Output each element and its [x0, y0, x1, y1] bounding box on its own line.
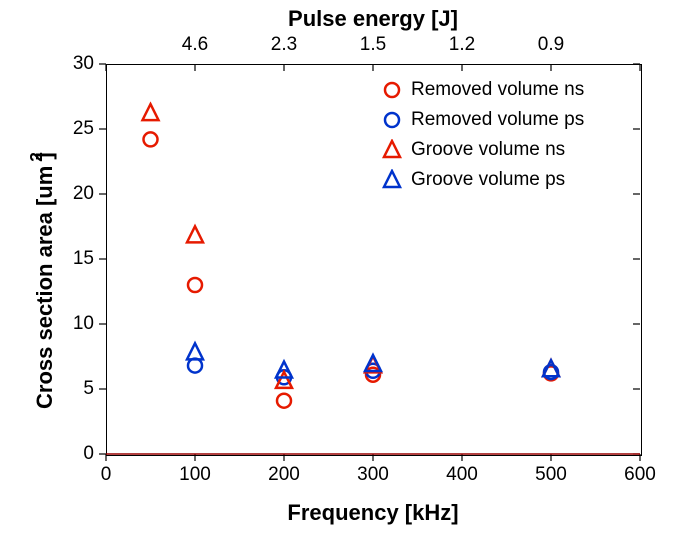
legend: Removed volume ns Removed volume ps Groove… — [375, 75, 584, 195]
y-axis-label: Cross section area [um ]2 — [32, 152, 58, 409]
circle-icon — [375, 79, 409, 101]
legend-item: Groove volume ns — [375, 135, 584, 165]
top-tick-label: 0.9 — [538, 34, 564, 56]
y-tick-label: 15 — [73, 248, 94, 270]
y-tick-label: 25 — [73, 118, 94, 140]
top-tick-label: 1.5 — [360, 34, 386, 56]
x-tick-label: 300 — [357, 464, 389, 486]
legend-item: Groove volume ps — [375, 165, 584, 195]
legend-label: Removed volume ps — [409, 109, 584, 131]
legend-item: Removed volume ps — [375, 105, 584, 135]
top-tick-label: 1.2 — [449, 34, 475, 56]
top-tick-label: 2.3 — [271, 34, 297, 56]
legend-label: Groove volume ns — [409, 139, 565, 161]
y-tick-label: 30 — [73, 53, 94, 75]
circle-icon — [375, 109, 409, 131]
x-tick-label: 0 — [101, 464, 112, 486]
y-tick-label: 10 — [73, 313, 94, 335]
x-axis-label: Frequency [kHz] — [287, 500, 458, 526]
legend-label: Groove volume ps — [409, 169, 565, 191]
legend-label: Removed volume ns — [409, 79, 584, 101]
legend-item: Removed volume ns — [375, 75, 584, 105]
triangle-icon — [375, 169, 409, 191]
x-tick-label: 400 — [446, 464, 478, 486]
y-tick-label: 0 — [83, 443, 94, 465]
top-tick-label: 4.6 — [182, 34, 208, 56]
x-tick-label: 200 — [268, 464, 300, 486]
y-tick-label: 20 — [73, 183, 94, 205]
chart-container: Pulse energy [J] Cross section area [um … — [0, 0, 679, 545]
x-tick-label: 500 — [535, 464, 567, 486]
x-tick-label: 100 — [179, 464, 211, 486]
y-tick-label: 5 — [83, 378, 94, 400]
triangle-icon — [375, 139, 409, 161]
x-tick-label: 600 — [624, 464, 656, 486]
